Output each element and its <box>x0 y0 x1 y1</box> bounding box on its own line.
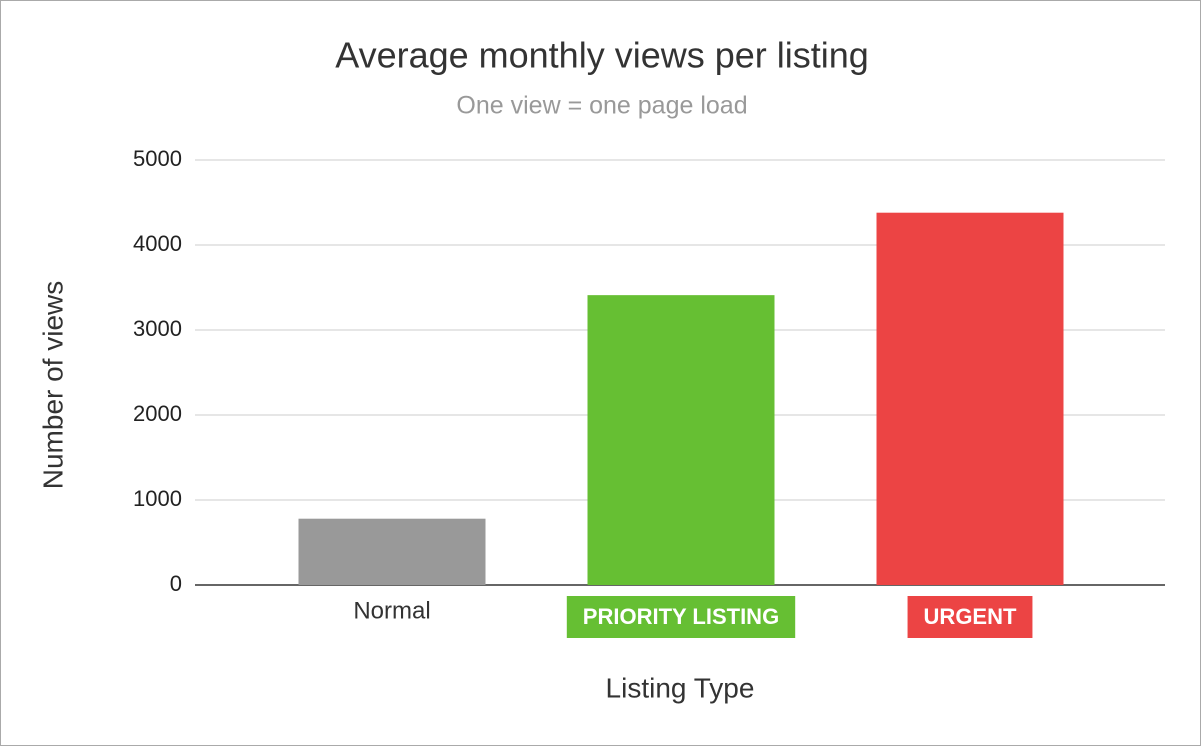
bar <box>587 295 775 585</box>
x-axis-title: Listing Type <box>606 672 755 703</box>
category-badge <box>907 596 1033 638</box>
chart-title: Average monthly views per listing <box>335 35 869 76</box>
y-axis-title: Number of views <box>37 281 68 490</box>
y-tick-label: 2000 <box>133 401 182 426</box>
chart-subtitle: One view = one page load <box>456 92 747 120</box>
x-tick-label: Normal <box>353 597 430 624</box>
x-tick-label: URGENT <box>924 604 1017 629</box>
y-tick-label: 4000 <box>133 231 182 256</box>
bar <box>876 212 1064 585</box>
y-tick-label: 3000 <box>133 316 182 341</box>
category-badge <box>566 596 796 638</box>
y-tick-label: 5000 <box>133 146 182 171</box>
bar <box>298 518 486 585</box>
y-tick-label: 0 <box>170 571 182 596</box>
y-tick-label: 1000 <box>133 486 182 511</box>
x-tick-label: PRIORITY LISTING <box>583 604 779 629</box>
